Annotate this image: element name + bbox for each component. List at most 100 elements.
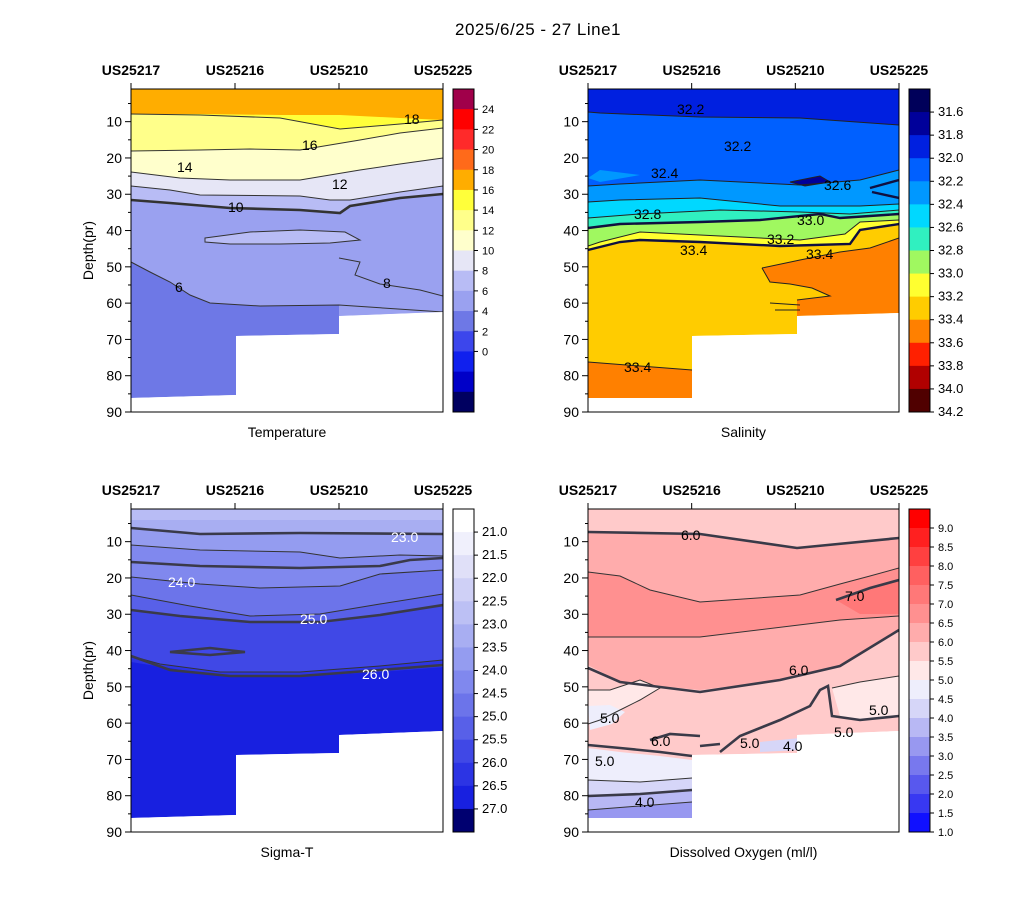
colorbar-swatch: [453, 250, 474, 272]
colorbar-swatch: [909, 642, 930, 662]
colorbar-dissolved_oxygen: 9.0 8.5 8.0 7.5 7.0 6.5 6.0 5.5 5.0 4.5 4.0 3.5 3.0 2…: [908, 508, 953, 839]
axes-salinity: US25217 US25216 US25210 US25225 10 20 30 40 50 60…: [559, 62, 964, 440]
depth-tick-label: 20: [563, 150, 579, 166]
colorbar-label: 7.0: [938, 599, 953, 611]
depth-tick-label: 70: [563, 331, 579, 347]
colorbar-label: 31.8: [938, 127, 963, 142]
colorbar-label: 21.0: [482, 524, 507, 539]
station-label: US25217: [102, 62, 161, 78]
colorbar-label: 25.0: [482, 709, 507, 724]
colorbar-label: 8.0: [938, 561, 953, 573]
station-label: US25225: [414, 482, 473, 498]
sigma-t-contour-label: 23.0: [391, 529, 418, 545]
colorbar-label: 4.0: [938, 713, 953, 725]
colorbar-swatch: [453, 647, 474, 671]
colorbar-swatch: [909, 342, 930, 367]
dissolved-oxygen-contour-label: 6.0: [789, 662, 809, 678]
colorbar-swatch: [453, 371, 474, 393]
colorbar-swatch: [453, 785, 474, 810]
colorbar-label: 22: [482, 124, 494, 136]
dissolved-oxygen-contour-labels: 6.0 7.0 6.0 5.0 5.0 6.0 5.0 4.0 5.0 5.0 …: [595, 527, 889, 810]
panel-xlabel: Salinity: [721, 424, 766, 440]
colorbar-label: 25.5: [482, 732, 507, 747]
salinity-contour-label: 33.4: [806, 246, 833, 262]
colorbar-swatch: [909, 813, 930, 833]
colorbar-swatch: [453, 129, 474, 151]
plot-frame: [130, 88, 444, 413]
colorbar-label: 24.5: [482, 686, 507, 701]
colorbar-label: 32.0: [938, 150, 963, 165]
dissolved-oxygen-contour-label: 6.0: [651, 733, 671, 749]
temperature-contour-label: 16: [302, 137, 318, 153]
colorbar-swatch: [453, 311, 474, 332]
colorbar-label: 26.5: [482, 778, 507, 793]
dissolved-oxygen-contour-label: 4.0: [783, 738, 803, 754]
colorbar-label: 7.5: [938, 580, 953, 592]
colorbar-label: 9.0: [938, 523, 953, 535]
salinity-contour-label: 33.2: [767, 231, 794, 247]
colorbar-label: 6.5: [938, 618, 953, 630]
colorbar-swatch: [909, 135, 930, 159]
station-label: US25210: [766, 62, 825, 78]
colorbar-swatch: [909, 112, 930, 136]
colorbar-swatch: [453, 739, 474, 764]
temperature-contour-label: 14: [177, 159, 193, 175]
salinity-field: [588, 89, 899, 412]
depth-tick-label: 80: [106, 368, 122, 384]
depth-tick-label: 40: [106, 643, 122, 659]
colorbar-swatch: [453, 290, 474, 312]
colorbar-label: 3.5: [938, 732, 953, 744]
temperature-contour-label: 6: [175, 279, 183, 295]
colorbar-swatch: [453, 716, 474, 741]
colorbar-label: 2.5: [938, 770, 953, 782]
colorbar-swatch: [909, 699, 930, 719]
colorbar-label: 16: [482, 185, 494, 197]
colorbar-label: 23.0: [482, 616, 507, 631]
depth-tick-label: 90: [563, 824, 579, 840]
colorbar-label: 33.6: [938, 335, 963, 350]
colorbar-swatch: [909, 737, 930, 757]
colorbar-label: 8.5: [938, 542, 953, 554]
colorbar-swatch: [453, 509, 474, 533]
station-label: US25210: [310, 482, 369, 498]
axes-layer: US25217 US25216 US25210 US25225102030405060…: [80, 62, 963, 860]
colorbar-swatch: [909, 181, 930, 205]
salinity-contour-label: 32.4: [651, 165, 678, 181]
colorbar-label: 33.2: [938, 289, 963, 304]
colorbar-label: 32.2: [938, 173, 963, 188]
colorbar-swatch: [453, 189, 474, 211]
colorbar-label: 1.5: [938, 808, 953, 820]
figure-title: 2025/6/25 - 27 Line1: [455, 20, 621, 39]
salinity-contour-label: 32.2: [724, 138, 751, 154]
salinity-contour-label: 32.8: [634, 206, 661, 222]
station-label: US25216: [662, 482, 721, 498]
colorbar-sigma_t: 21.0 21.5 22.0 22.5 23.0 23.5 24.0 24.5 25.0 25.5…: [452, 508, 507, 833]
panel-temperature: 18 16 14 12 10 6 8: [131, 89, 443, 412]
colorbar-frame: [908, 508, 931, 833]
colorbar-label: 24: [482, 104, 494, 116]
colorbar-swatch: [453, 270, 474, 292]
colorbar-swatch: [909, 661, 930, 681]
sigma-t-contour-label: 24.0: [168, 574, 195, 590]
colorbar-swatch: [453, 210, 474, 231]
colorbar-swatch: [453, 601, 474, 625]
dissolved-oxygen-contour-label: 5.0: [740, 735, 760, 751]
colorbar-swatch: [453, 532, 474, 556]
colorbar-swatch: [909, 296, 930, 321]
station-label: US25217: [559, 482, 618, 498]
colorbar-label: 14: [482, 205, 494, 217]
colorbar-label: 5.0: [938, 675, 953, 687]
panel-xlabel: Temperature: [248, 424, 327, 440]
colorbar-swatch: [453, 89, 474, 110]
depth-tick-label: 50: [106, 259, 122, 275]
temperature-contour-label: 8: [383, 275, 391, 291]
depth-tick-label: 70: [563, 751, 579, 767]
salinity-contour-label: 33.4: [624, 359, 651, 375]
depth-tick-label: 60: [563, 715, 579, 731]
temperature-contour-label: 12: [332, 176, 348, 192]
depth-tick-label: 80: [563, 368, 579, 384]
axes-sigma_t: US25217 US25216 US25210 US25225 10 20 30 40 50 60…: [80, 482, 507, 860]
colorbar-swatch: [909, 718, 930, 738]
colorbar-label: 10: [482, 246, 494, 258]
depth-axis-label: Depth(pr): [80, 221, 96, 280]
